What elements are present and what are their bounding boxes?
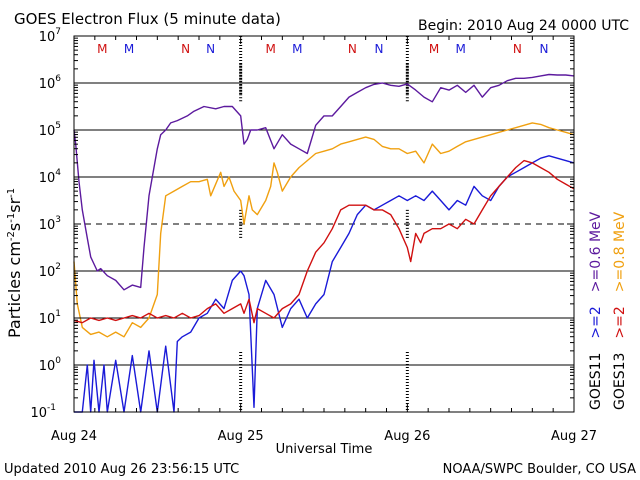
x-tick-label: Aug 24 bbox=[51, 429, 97, 444]
y-tick-label: 101 bbox=[39, 309, 61, 327]
mn-marker: N bbox=[206, 42, 215, 56]
y-tick-label: 107 bbox=[39, 27, 61, 45]
legend-goes11: GOES11>=2>=0.6 MeV bbox=[588, 211, 604, 410]
mn-marker: N bbox=[375, 42, 384, 56]
x-axis-ticks: Aug 24 Aug 25 Aug 26 Aug 27 bbox=[51, 36, 597, 444]
y-tick-label: 106 bbox=[39, 74, 62, 92]
series-goes13-2-mev bbox=[73, 159, 575, 324]
series-goes11-0-6-mev bbox=[73, 73, 575, 291]
x-tick-label: Aug 25 bbox=[218, 429, 264, 444]
mn-marker: M bbox=[97, 42, 107, 56]
series-layer bbox=[73, 73, 575, 413]
series-goes13-0-8-mev bbox=[73, 122, 575, 338]
mn-marker: N bbox=[181, 42, 190, 56]
updated-timestamp: Updated 2010 Aug 26 23:56:15 UTC bbox=[4, 462, 239, 477]
y-tick-label: 103 bbox=[39, 215, 61, 233]
legend: GOES11>=2>=0.6 MeV GOES13>=2>=0.8 MeV bbox=[588, 211, 628, 410]
x-tick-label: Aug 27 bbox=[551, 429, 597, 444]
y-tick-label: 105 bbox=[39, 121, 61, 139]
mn-marker: M bbox=[265, 42, 275, 56]
plot-frame bbox=[73, 35, 575, 413]
y-axis-ticks: 10-1 100 101 102 103 104 105 106 107 bbox=[30, 27, 574, 421]
legend-goes13: GOES13>=2>=0.8 MeV bbox=[612, 211, 628, 410]
mn-marker: M bbox=[292, 42, 302, 56]
mn-marker: N bbox=[513, 42, 522, 56]
mn-marker: N bbox=[540, 42, 549, 56]
day-markers bbox=[239, 36, 409, 412]
x-axis-label: Universal Time bbox=[276, 442, 373, 457]
y-tick-label: 10-1 bbox=[30, 403, 56, 421]
y-tick-label: 102 bbox=[39, 262, 61, 280]
grid-layer bbox=[74, 82, 574, 366]
y-axis-label: Particles cm-2s-1sr-1 bbox=[5, 188, 24, 338]
y-tick-label: 104 bbox=[39, 168, 62, 186]
mn-marker: N bbox=[348, 42, 357, 56]
mn-marker: M bbox=[455, 42, 465, 56]
x-tick-label: Aug 26 bbox=[384, 429, 430, 444]
mn-marker: M bbox=[429, 42, 439, 56]
mn-marker: M bbox=[124, 42, 134, 56]
credit-label: NOAA/SWPC Boulder, CO USA bbox=[443, 462, 636, 477]
y-tick-label: 100 bbox=[39, 356, 62, 374]
chart-title: GOES Electron Flux (5 minute data) bbox=[14, 10, 281, 28]
begin-label: Begin: 2010 Aug 24 0000 UTC bbox=[418, 18, 629, 34]
